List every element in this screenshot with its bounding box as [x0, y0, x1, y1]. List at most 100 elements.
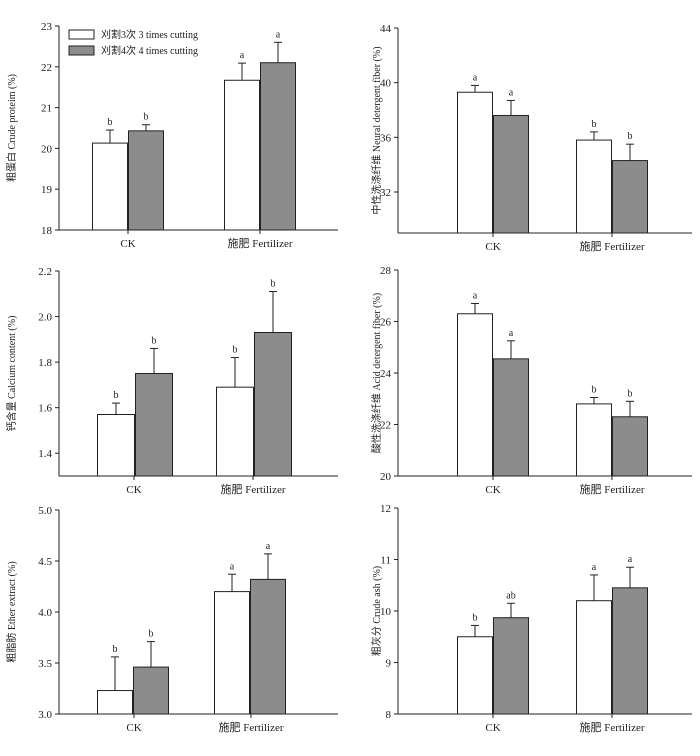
- chart-panel-1: 18 19 20 21 22 23 粗蛋白 Crude proteim (%) CK b b 施肥 …: [5, 21, 338, 250]
- x-category-label: 施肥 Fertilizer: [579, 240, 644, 253]
- y-tick-label: 1.8: [38, 357, 52, 369]
- bar: [576, 600, 612, 715]
- legend-label: 刈割3次 3 times cutting: [101, 28, 198, 41]
- bar: [92, 142, 128, 231]
- bar: [216, 386, 254, 477]
- significance-letter: a: [509, 328, 514, 339]
- bar: [254, 332, 292, 477]
- significance-letter: a: [509, 87, 514, 98]
- y-tick-label: 40: [380, 78, 392, 90]
- y-axis-title: 粗蛋白 Crude proteim (%): [5, 74, 18, 182]
- legend: 刈割3次 3 times cutting 刈割4次 4 times cutting: [68, 28, 198, 57]
- y-tick-label: 21: [41, 103, 52, 115]
- significance-letter: a: [592, 562, 597, 573]
- x-category-label: CK: [126, 484, 141, 496]
- x-category-label: CK: [485, 722, 500, 734]
- bar: [260, 62, 296, 231]
- y-tick-label: 1.4: [38, 448, 52, 460]
- significance-letter: a: [240, 50, 245, 61]
- y-tick-label: 11: [380, 555, 391, 567]
- y-tick-label: 32: [380, 187, 391, 199]
- x-category-label: 施肥 Fertilizer: [579, 721, 644, 734]
- legend-label: 刈割4次 4 times cutting: [101, 44, 198, 57]
- bar: [493, 358, 529, 477]
- y-tick-label: 36: [380, 132, 392, 144]
- significance-letter: b: [628, 131, 633, 142]
- bar: [493, 617, 529, 715]
- bar: [224, 79, 260, 231]
- x-category-label: 施肥 Fertilizer: [220, 483, 285, 496]
- y-tick-label: 3.0: [38, 709, 52, 721]
- significance-letter: a: [276, 29, 281, 40]
- x-category-label: CK: [120, 238, 135, 250]
- y-tick-label: 2.0: [38, 312, 52, 324]
- y-tick-label: 19: [41, 184, 53, 196]
- y-tick-label: 20: [41, 143, 53, 155]
- bar: [97, 414, 135, 477]
- bar: [576, 403, 612, 477]
- significance-letter: a: [266, 541, 271, 552]
- significance-letter: ab: [506, 590, 515, 601]
- bar: [250, 578, 286, 715]
- bar: [576, 139, 612, 234]
- y-tick-label: 22: [41, 62, 52, 74]
- significance-letter: b: [592, 384, 597, 395]
- chart-panel-4: 20 22 24 26 28 酸性洗涤纤维 Acid detergent fiber (%…: [370, 265, 692, 496]
- y-axis-title: 粗脂肪 Ether extract (%): [5, 561, 18, 662]
- x-category-label: 施肥 Fertilizer: [218, 721, 283, 734]
- x-category-label: CK: [485, 484, 500, 496]
- y-tick-label: 4.5: [38, 556, 52, 568]
- bar: [612, 416, 648, 477]
- significance-letter: a: [473, 72, 478, 83]
- y-axis-title: 中性洗涤纤维 Neural detergent fiber (%): [370, 46, 383, 214]
- y-tick-label: 8: [386, 709, 392, 721]
- significance-letter: b: [271, 279, 276, 290]
- y-tick-label: 10: [380, 606, 392, 618]
- y-tick-label: 23: [41, 21, 53, 33]
- y-axis-title: 粗灰分 Crude ash (%): [370, 566, 383, 656]
- y-tick-label: 9: [386, 658, 392, 670]
- significance-letter: b: [144, 112, 149, 123]
- significance-letter: b: [113, 644, 118, 655]
- significance-letter: b: [592, 119, 597, 130]
- y-tick-label: 26: [380, 317, 392, 329]
- chart-panel-2: 32 36 40 44 中性洗涤纤维 Neural detergent fiber (%…: [370, 23, 692, 253]
- y-tick-label: 12: [380, 503, 391, 515]
- bar: [457, 91, 493, 234]
- significance-letter: a: [230, 561, 235, 572]
- y-tick-label: 5.0: [38, 505, 52, 517]
- chart-panel-5: 3.0 3.5 4.0 4.5 5.0 粗脂肪 Ether extract (%) CK b b…: [5, 505, 338, 734]
- significance-letter: b: [233, 345, 238, 356]
- significance-letter: a: [473, 290, 478, 301]
- x-category-label: CK: [485, 241, 500, 253]
- bar: [97, 690, 133, 715]
- bar: [135, 373, 173, 477]
- bar: [457, 313, 493, 477]
- y-tick-label: 20: [380, 471, 392, 483]
- legend-swatch: [68, 45, 95, 56]
- x-category-label: CK: [126, 722, 141, 734]
- significance-letter: b: [152, 335, 157, 346]
- chart-panel-6: 8 9 10 11 12 粗灰分 Crude ash (%) CK b ab 施肥 Fertili…: [370, 503, 692, 734]
- bar: [128, 130, 164, 231]
- y-tick-label: 4.0: [38, 607, 52, 619]
- significance-letter: b: [114, 390, 119, 401]
- bar: [612, 587, 648, 715]
- chart-panel-3: 1.4 1.6 1.8 2.0 2.2 钙含量 Calcium content (%) CK…: [5, 266, 338, 496]
- bar: [493, 114, 529, 234]
- legend-swatch: [68, 29, 95, 40]
- significance-letter: b: [108, 117, 113, 128]
- y-axis-title: 钙含量 Calcium content (%): [5, 316, 18, 432]
- bar: [133, 666, 169, 715]
- y-tick-label: 28: [380, 265, 392, 277]
- bar: [612, 160, 648, 234]
- x-category-label: 施肥 Fertilizer: [579, 483, 644, 496]
- y-tick-label: 24: [380, 368, 392, 380]
- y-axis-title: 酸性洗涤纤维 Acid detergent fiber (%): [370, 293, 383, 453]
- significance-letter: b: [628, 388, 633, 399]
- y-tick-label: 2.2: [38, 266, 52, 278]
- significance-letter: b: [149, 629, 154, 640]
- bar: [457, 636, 493, 715]
